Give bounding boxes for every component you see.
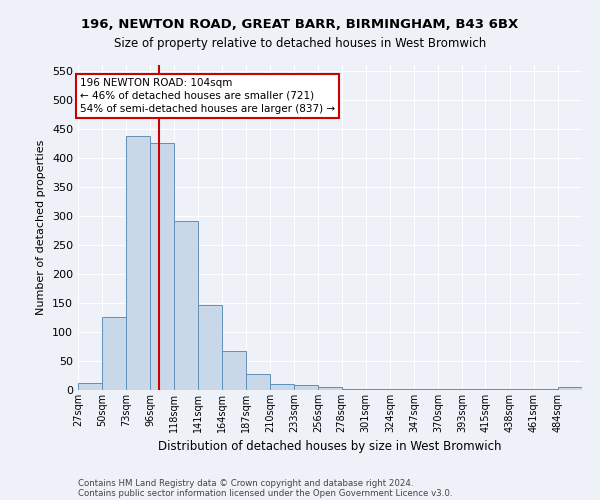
Bar: [341, 389, 366, 390]
Bar: [319, 387, 341, 390]
Bar: [151, 144, 173, 390]
Text: 196, NEWTON ROAD, GREAT BARR, BIRMINGHAM, B43 6BX: 196, NEWTON ROAD, GREAT BARR, BIRMINGHAM…: [82, 18, 518, 30]
Bar: [173, 221, 198, 390]
Bar: [102, 317, 127, 390]
Text: 196 NEWTON ROAD: 104sqm
← 46% of detached houses are smaller (721)
54% of semi-d: 196 NEWTON ROAD: 104sqm ← 46% of detache…: [80, 78, 335, 114]
Text: Contains public sector information licensed under the Open Government Licence v3: Contains public sector information licen…: [78, 488, 452, 498]
Bar: [295, 386, 319, 390]
Bar: [270, 384, 294, 390]
Bar: [390, 389, 414, 390]
Bar: [78, 383, 102, 390]
Bar: [222, 350, 246, 390]
Bar: [246, 374, 270, 390]
Y-axis label: Number of detached properties: Number of detached properties: [37, 140, 46, 315]
Bar: [198, 304, 222, 390]
Text: Size of property relative to detached houses in West Bromwich: Size of property relative to detached ho…: [114, 38, 486, 51]
Bar: [127, 136, 151, 390]
Text: Contains HM Land Registry data © Crown copyright and database right 2024.: Contains HM Land Registry data © Crown c…: [78, 478, 413, 488]
Bar: [558, 386, 582, 390]
X-axis label: Distribution of detached houses by size in West Bromwich: Distribution of detached houses by size …: [158, 440, 502, 454]
